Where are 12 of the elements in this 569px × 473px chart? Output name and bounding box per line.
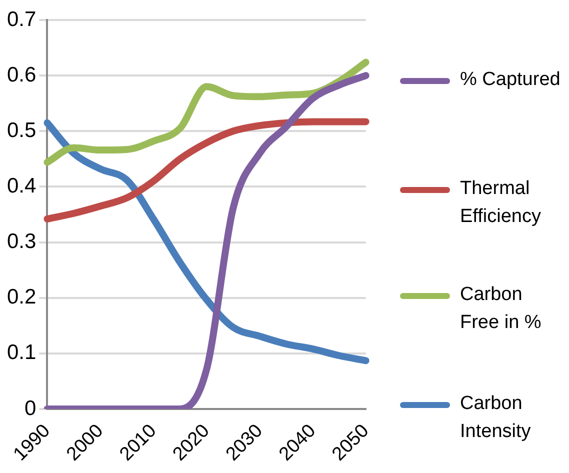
legend-label: Thermal Efficiency xyxy=(460,177,542,229)
y-tick-label: 0.2 xyxy=(6,286,36,309)
legend-label: Carbon Free in % xyxy=(460,283,542,335)
legend-label: % Captured xyxy=(460,68,562,92)
y-tick-label: 0.6 xyxy=(6,63,36,86)
y-tick-label: 0 xyxy=(24,396,36,420)
y-tick-label: 0.1 xyxy=(6,341,36,364)
legend-label: Carbon Intensity xyxy=(460,392,532,444)
y-tick-label: 0.3 xyxy=(6,230,36,254)
y-tick-label: 0.7 xyxy=(6,8,36,31)
y-tick-label: 0.4 xyxy=(6,174,37,198)
y-tick-label: 0.5 xyxy=(6,118,36,142)
